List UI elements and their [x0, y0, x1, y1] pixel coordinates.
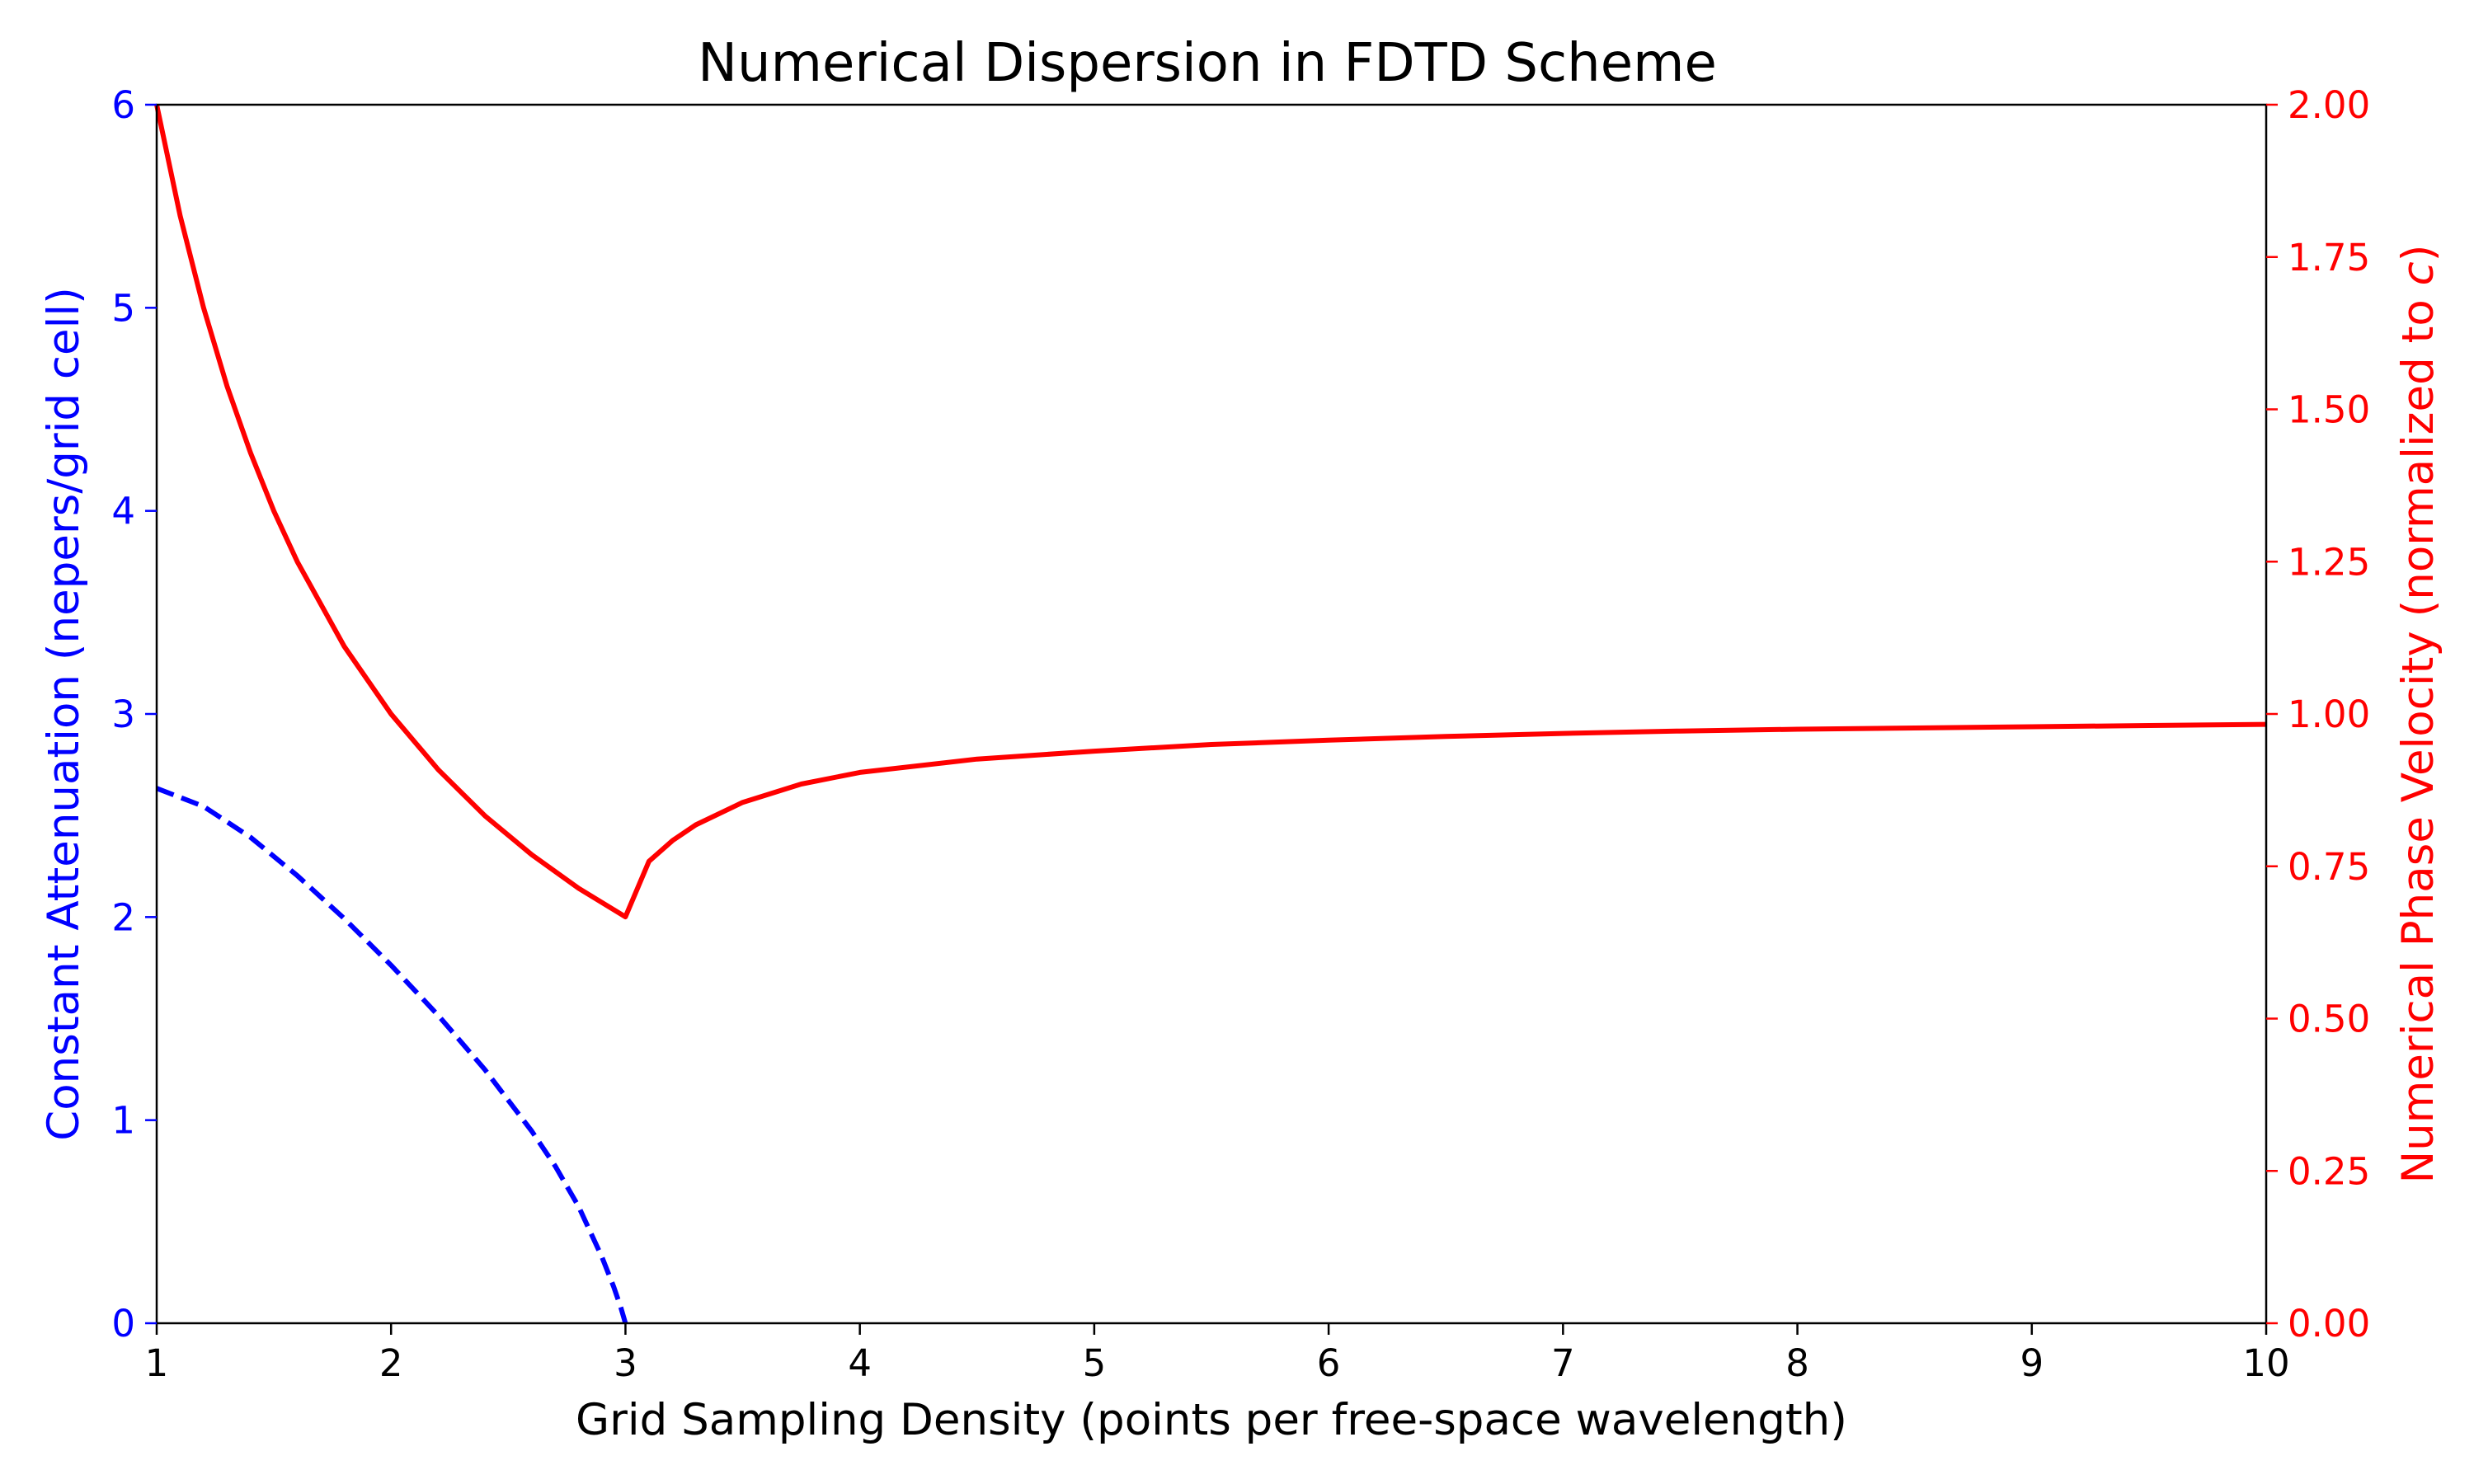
y-left-tick-label: 6 — [111, 83, 135, 127]
y-right-axis-label-italic: c — [2393, 261, 2443, 285]
chart-title: Numerical Dispersion in FDTD Scheme — [698, 33, 1717, 94]
y-right-axis-label-prefix: Numerical Phase Velocity (normalized to — [2393, 285, 2443, 1183]
y-right-tick-label: 0.00 — [2288, 1302, 2370, 1345]
series-line-phase-velocity — [154, 104, 2267, 920]
x-tick-label: 1 — [145, 1341, 169, 1385]
y-right-tick-label: 1.00 — [2288, 693, 2370, 736]
y-right-tick-label: 0.75 — [2288, 845, 2370, 889]
x-tick-label: 5 — [1083, 1341, 1107, 1385]
x-tick-label: 4 — [848, 1341, 872, 1385]
x-tick-label: 9 — [2020, 1341, 2044, 1385]
y-left-axis-ticks: 0 1 2 3 4 5 6 — [111, 83, 157, 1345]
y-right-tick-label: 1.75 — [2288, 236, 2370, 279]
y-left-tick-label: 3 — [111, 693, 135, 736]
series-layer — [154, 104, 2267, 1324]
y-right-axis-label-suffix: ) — [2393, 245, 2443, 262]
x-tick-label: 8 — [1785, 1341, 1809, 1385]
y-right-tick-label: 0.25 — [2288, 1149, 2370, 1193]
y-right-axis-label: Numerical Phase Velocity (normalized to … — [2393, 245, 2443, 1184]
series-line-attenuation — [155, 786, 628, 1324]
y-right-tick-label: 1.25 — [2288, 540, 2370, 584]
y-right-tick-label: 2.00 — [2288, 83, 2370, 127]
x-axis-label: Grid Sampling Density (points per free-s… — [576, 1395, 1847, 1445]
y-left-tick-label: 1 — [111, 1099, 135, 1143]
y-left-axis-label: Constant Attenuation (nepers/grid cell) — [39, 287, 89, 1141]
x-tick-label: 6 — [1317, 1341, 1341, 1385]
y-left-tick-label: 4 — [111, 490, 135, 533]
x-tick-label: 7 — [1551, 1341, 1575, 1385]
x-tick-label: 2 — [379, 1341, 403, 1385]
y-left-tick-label: 5 — [111, 286, 135, 330]
y-right-axis-ticks: 0.00 0.25 0.50 0.75 1.00 1.25 1.50 1.75 2.00 — [2266, 83, 2370, 1345]
x-tick-label: 10 — [2242, 1341, 2289, 1385]
y-left-tick-label: 0 — [111, 1302, 135, 1345]
x-tick-label: 3 — [614, 1341, 637, 1385]
y-left-tick-label: 2 — [111, 895, 135, 939]
x-axis-ticks: 1 2 3 4 5 6 7 8 9 10 — [145, 1323, 2290, 1385]
y-right-tick-label: 0.50 — [2288, 998, 2370, 1041]
y-right-tick-label: 1.50 — [2288, 388, 2370, 432]
